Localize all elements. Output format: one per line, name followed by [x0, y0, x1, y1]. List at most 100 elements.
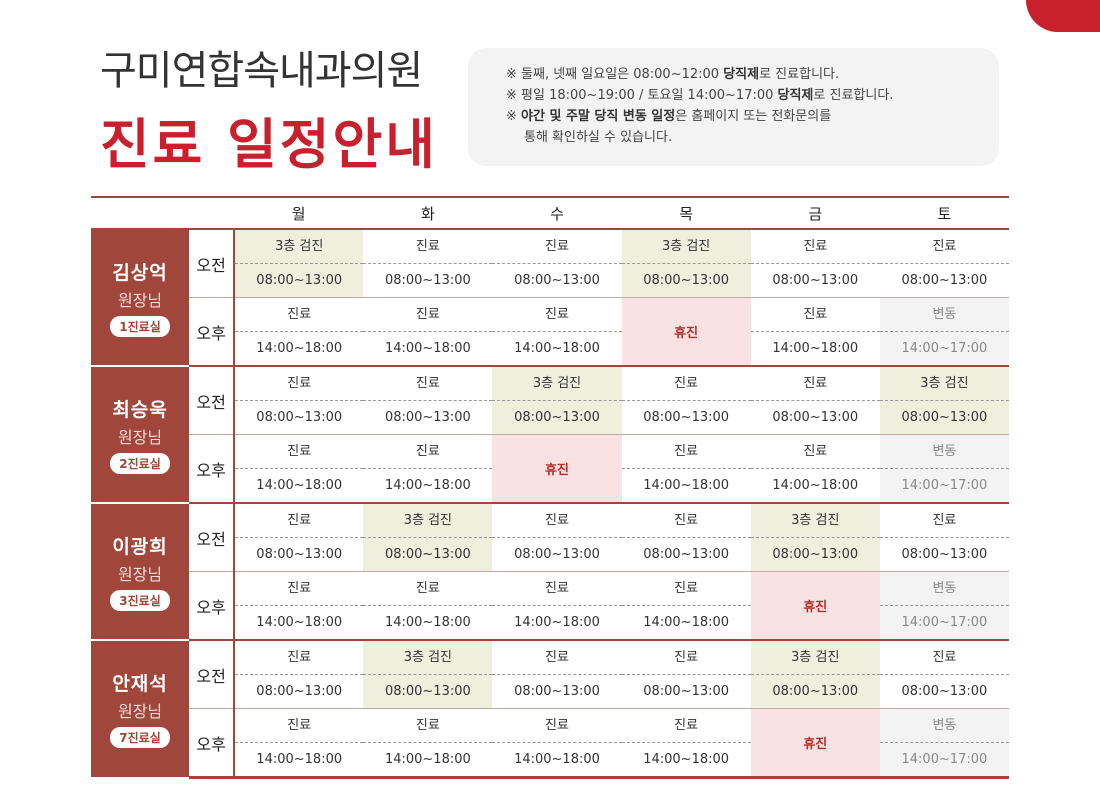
cell-label: 진료	[363, 230, 493, 264]
cell-label: 진료	[235, 709, 364, 743]
schedule-cell: 진료 08:00~13:00	[234, 640, 364, 709]
header-blank	[189, 196, 235, 230]
notice-mark: ※	[506, 88, 522, 103]
notice-mark: ※	[506, 67, 522, 82]
schedule-cell: 진료 08:00~13:00	[234, 366, 364, 435]
day-header: 월	[234, 196, 364, 230]
cell-time: 14:00~17:00	[901, 615, 988, 630]
schedule-cell: 진료 14:00~18:00	[621, 434, 751, 504]
cell-label: 변동	[879, 572, 1009, 606]
day-header: 화	[363, 196, 493, 230]
schedule-cell: 진료 14:00~18:00	[750, 434, 880, 504]
doctor-cell: 이광희 원장님 3진료실	[91, 503, 190, 641]
cell-time: 14:00~18:00	[384, 615, 471, 630]
cell-time: 14:00~18:00	[514, 341, 600, 356]
cell-time: 14:00~18:00	[384, 478, 471, 493]
doctor-name: 안재석	[112, 673, 168, 696]
session-label: 오후	[189, 297, 236, 367]
cell-time: 08:00~13:00	[901, 410, 988, 425]
schedule-cell: 3층 검진 08:00~13:00	[879, 366, 1009, 435]
schedule-cell: 진료 14:00~18:00	[621, 571, 751, 641]
closed-label: 휴진	[803, 737, 828, 752]
doctor-title: 원장님	[117, 428, 163, 447]
schedule-cell: 휴진	[492, 434, 622, 504]
doctor-title: 원장님	[117, 291, 163, 310]
cell-time: 14:00~18:00	[772, 478, 859, 493]
cell-label: 3층 검진	[750, 504, 880, 538]
cell-time: 08:00~13:00	[256, 410, 343, 425]
schedule-cell: 진료 08:00~13:00	[750, 366, 880, 435]
cell-time: 08:00~13:00	[384, 410, 471, 425]
notice-line-2: ※ 평일 18:00~19:00 / 토요일 14:00~17:00 당직제로 …	[506, 85, 999, 106]
session-label: 오전	[189, 640, 236, 709]
schedule-cell: 진료 14:00~18:00	[621, 708, 751, 779]
room-badge: 2진료실	[110, 453, 170, 474]
schedule-cell: 3층 검진 08:00~13:00	[363, 640, 493, 709]
cell-label: 진료	[363, 367, 493, 401]
cell-time: 14:00~18:00	[256, 752, 343, 767]
cell-label: 진료	[492, 709, 622, 743]
cell-time: 08:00~13:00	[643, 273, 730, 288]
page-title: 진료 일정안내	[100, 113, 438, 176]
cell-time: 14:00~17:00	[901, 752, 988, 767]
cell-label: 진료	[235, 298, 364, 332]
cell-time: 14:00~18:00	[772, 341, 859, 356]
notice-text: 로 진료합니다.	[759, 67, 840, 82]
cell-time: 08:00~13:00	[643, 410, 730, 425]
cell-label: 진료	[235, 572, 364, 606]
schedule-row: 이광희 원장님 3진료실 오전 진료 08:00~13:00 3층 검진 08:00~13:0…	[91, 503, 1009, 641]
notice-mark: ※	[506, 109, 522, 124]
day-header-row: 월 화 수 목 금 토	[91, 196, 1009, 230]
header-blank	[91, 196, 190, 230]
cell-label: 진료	[492, 572, 622, 606]
cell-time: 08:00~13:00	[901, 273, 988, 288]
schedule-cell: 진료 08:00~13:00	[621, 640, 751, 709]
schedule-cell: 진료 14:00~18:00	[234, 708, 364, 779]
session-label: 오전	[189, 366, 236, 435]
cell-label: 3층 검진	[363, 641, 493, 675]
cell-label: 진료	[492, 230, 622, 264]
notice-text: 은 홈페이지 또는 전화문의를	[675, 109, 832, 124]
notice-text: 둘째, 넷째 일요일은 08:00~12:00	[521, 67, 724, 82]
session-label: 오후	[189, 708, 236, 779]
doctor-name: 최승욱	[112, 399, 168, 421]
schedule-cell: 진료 14:00~18:00	[234, 297, 364, 367]
cell-time: 14:00~18:00	[514, 615, 600, 630]
schedule-body: 김상억 원장님 1진료실 오전 3층 검진 08:00~13:00 진료 08:00~13:0…	[91, 229, 1009, 779]
cell-label: 진료	[363, 709, 493, 743]
cell-label: 진료	[621, 572, 751, 606]
notice-line-4: 통해 확인하실 수 있습니다.	[506, 127, 999, 148]
cell-time: 14:00~18:00	[256, 478, 343, 493]
notice-text: 통해 확인하실 수 있습니다.	[524, 130, 673, 145]
schedule-cell: 3층 검진 08:00~13:00	[363, 503, 493, 572]
session-label: 오전	[189, 229, 236, 298]
cell-time: 08:00~13:00	[256, 273, 343, 288]
cell-label: 3층 검진	[363, 504, 493, 538]
room-badge: 1진료실	[110, 316, 170, 337]
schedule-row: 오후 진료 14:00~18:00 진료 14:00~18:00 진료 14:00~18:0…	[91, 708, 1009, 779]
session-label: 오후	[189, 571, 236, 641]
schedule-cell: 진료 14:00~18:00	[492, 571, 622, 641]
doctor-name: 김상억	[112, 262, 168, 284]
cell-time: 08:00~13:00	[772, 273, 859, 288]
schedule-cell: 휴진	[621, 297, 751, 367]
cell-label: 3층 검진	[879, 367, 1009, 401]
cell-label: 진료	[621, 641, 751, 675]
cell-label: 진료	[750, 435, 880, 469]
cell-time: 14:00~18:00	[643, 752, 730, 767]
schedule-cell: 진료 14:00~18:00	[492, 297, 622, 367]
cell-time: 14:00~18:00	[384, 341, 471, 356]
notice-emphasis: 당직제	[723, 67, 760, 82]
schedule-cell: 진료 14:00~18:00	[363, 434, 493, 504]
cell-label: 진료	[750, 230, 880, 264]
cell-time: 14:00~18:00	[643, 478, 730, 493]
schedule-cell: 진료 14:00~18:00	[363, 708, 493, 779]
schedule-cell: 진료 08:00~13:00	[750, 229, 880, 298]
schedule-cell: 진료 08:00~13:00	[492, 503, 622, 572]
cell-label: 진료	[235, 435, 364, 469]
closed-label: 휴진	[803, 600, 828, 615]
cell-label: 진료	[621, 367, 751, 401]
schedule-cell: 3층 검진 08:00~13:00	[621, 229, 751, 298]
